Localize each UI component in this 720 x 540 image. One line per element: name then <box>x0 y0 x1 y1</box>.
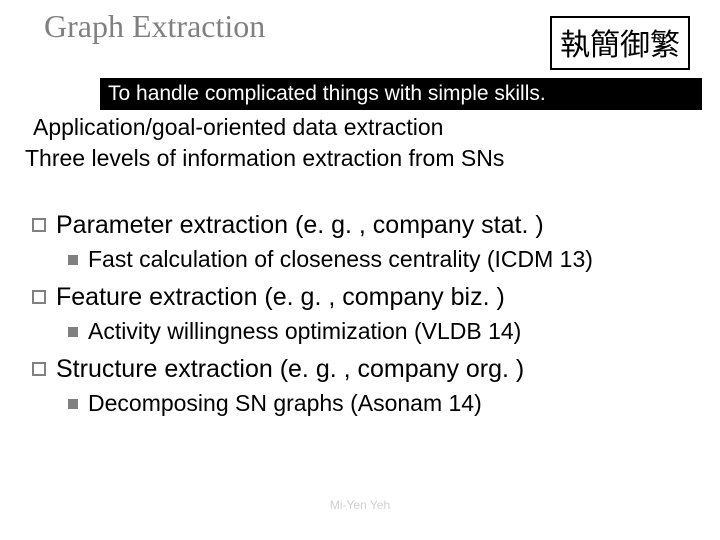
hollow-square-icon <box>32 362 46 376</box>
bullet-list: Parameter extraction (e. g. , company st… <box>32 210 700 426</box>
intro-line-2: Three levels of information extraction f… <box>25 144 700 173</box>
bullet-level1: Structure extraction (e. g. , company or… <box>32 354 700 385</box>
bullet-level1: Feature extraction (e. g. , company biz.… <box>32 282 700 313</box>
slide: Graph Extraction 執簡御繁 To handle complica… <box>0 0 720 540</box>
bullet-sub-label: Activity willingness optimization (VLDB … <box>88 317 700 346</box>
bullet-level2: Decomposing SN graphs (Asonam 14) <box>68 389 700 418</box>
subtitle-bar: To handle complicated things with simple… <box>100 78 702 110</box>
hollow-square-icon <box>32 218 46 232</box>
footer-ghost-text: Mi-Yen Yeh <box>0 498 720 512</box>
slide-title: Graph Extraction <box>44 8 265 45</box>
intro-line-1: Application/goal-oriented data extractio… <box>33 114 443 141</box>
solid-square-icon <box>68 399 78 409</box>
bullet-level1: Parameter extraction (e. g. , company st… <box>32 210 700 241</box>
cjk-callout-box: 執簡御繁 <box>550 16 690 70</box>
solid-square-icon <box>68 255 78 265</box>
hollow-square-icon <box>32 290 46 304</box>
bullet-label: Feature extraction (e. g. , company biz.… <box>56 282 700 313</box>
solid-square-icon <box>68 327 78 337</box>
bullet-level2: Fast calculation of closeness centrality… <box>68 245 700 274</box>
bullet-sub-label: Fast calculation of closeness centrality… <box>88 245 700 274</box>
bullet-label: Structure extraction (e. g. , company or… <box>56 354 700 385</box>
bullet-level2: Activity willingness optimization (VLDB … <box>68 317 700 346</box>
bullet-sub-label: Decomposing SN graphs (Asonam 14) <box>88 389 700 418</box>
bullet-label: Parameter extraction (e. g. , company st… <box>56 210 700 241</box>
